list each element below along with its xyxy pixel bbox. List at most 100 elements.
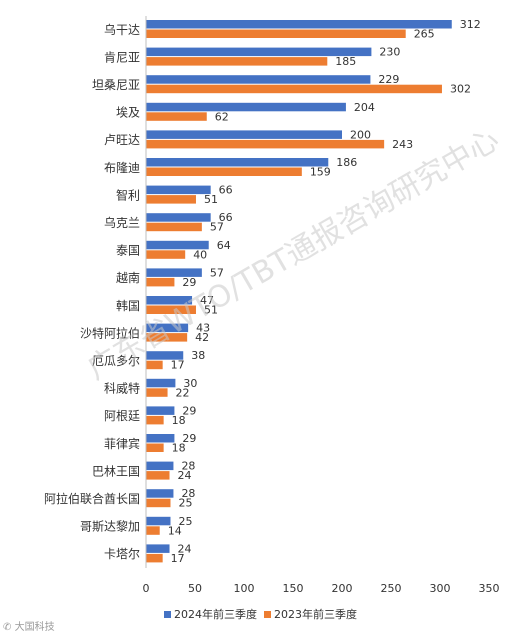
legend-label-2023: 2023年前三季度 <box>274 607 357 621</box>
value-labels-layer: 3122652301852293022046220024318615966516… <box>168 18 481 565</box>
value-label: 24 <box>178 469 192 482</box>
value-label: 42 <box>195 331 209 344</box>
value-label: 57 <box>210 266 224 279</box>
bar-2024 <box>146 296 193 305</box>
bar-2023 <box>146 195 196 204</box>
category-label: 乌克兰 <box>104 215 140 230</box>
category-label: 智利 <box>116 187 140 202</box>
value-label: 47 <box>200 294 214 307</box>
value-label: 51 <box>204 193 218 206</box>
value-label: 25 <box>179 497 193 510</box>
bar-2024 <box>146 102 346 112</box>
category-labels-layer: 乌干达肯尼亚坦桑尼亚埃及卢旺达布隆迪智利乌克兰泰国越南韩国沙特阿拉伯厄瓜多尔科威… <box>44 22 140 561</box>
value-label: 40 <box>193 248 207 261</box>
bars-layer <box>146 20 452 563</box>
legend-swatch-2024 <box>164 611 171 618</box>
bar-2024 <box>146 158 329 167</box>
bar-2024 <box>146 130 342 139</box>
legend-label-2024: 2024年前三季度 <box>174 607 257 621</box>
bar-2024 <box>146 378 176 388</box>
value-label: 204 <box>354 101 375 114</box>
value-label: 14 <box>168 524 182 537</box>
value-label: 302 <box>450 83 471 96</box>
bar-2023 <box>146 167 302 176</box>
bar-2023 <box>146 360 163 370</box>
bar-2024 <box>146 434 175 443</box>
value-label: 51 <box>204 304 218 317</box>
x-tick-label: 350 <box>479 582 500 595</box>
bar-2023 <box>146 250 186 259</box>
value-label: 43 <box>196 322 210 335</box>
category-label: 巴林王国 <box>92 464 140 478</box>
category-label: 泰国 <box>116 244 140 258</box>
bar-2024 <box>146 516 171 526</box>
value-label: 29 <box>182 432 196 445</box>
bar-2024 <box>146 461 174 471</box>
value-label: 64 <box>217 239 231 252</box>
category-label: 菲律宾 <box>104 436 140 451</box>
bar-2023 <box>146 139 385 149</box>
x-tick-label: 0 <box>143 582 150 595</box>
bar-2024 <box>146 323 189 333</box>
value-label: 29 <box>182 404 196 417</box>
category-label: 卡塔尔 <box>104 546 140 561</box>
wechat-mark-text: 大国科技 <box>14 622 55 633</box>
value-label: 28 <box>181 487 195 500</box>
legend: 2024年前三季度 2023年前三季度 <box>164 607 357 621</box>
value-label: 159 <box>310 166 331 179</box>
category-label: 埃及 <box>116 106 140 120</box>
value-label: 185 <box>335 55 356 68</box>
value-label: 66 <box>219 184 233 197</box>
category-label: 阿拉伯联合酋长国 <box>44 491 140 506</box>
category-label: 乌干达 <box>104 22 140 37</box>
x-tick-label: 300 <box>430 582 451 595</box>
bar-2023 <box>146 277 175 287</box>
value-label: 312 <box>460 18 481 31</box>
category-label: 越南 <box>116 270 140 285</box>
value-label: 265 <box>414 28 435 41</box>
value-label: 29 <box>182 276 196 289</box>
value-label: 186 <box>336 156 357 169</box>
wechat-icon: ✆ <box>3 622 12 633</box>
x-tick-label: 100 <box>234 582 255 595</box>
value-label: 57 <box>210 221 224 234</box>
category-label: 阿根廷 <box>104 409 140 423</box>
bar-2023 <box>146 57 328 66</box>
bar-2024 <box>146 406 175 415</box>
bar-2024 <box>146 185 211 195</box>
bar-2023 <box>146 553 163 563</box>
value-label: 24 <box>178 542 192 555</box>
category-label: 哥斯达黎加 <box>80 520 140 534</box>
bar-2024 <box>146 544 170 553</box>
bar-2024 <box>146 351 184 360</box>
value-label: 230 <box>379 46 400 59</box>
bar-2023 <box>146 29 406 38</box>
value-label: 18 <box>172 442 186 455</box>
legend-swatch-2023 <box>264 611 271 618</box>
category-label: 科威特 <box>104 381 140 396</box>
value-label: 200 <box>350 128 371 141</box>
value-label: 25 <box>179 515 193 528</box>
bar-2023 <box>146 526 160 535</box>
bar-2023 <box>146 471 170 480</box>
bar-2024 <box>146 20 452 29</box>
value-label: 66 <box>219 211 233 224</box>
bar-2023 <box>146 333 188 342</box>
value-label: 62 <box>215 110 229 123</box>
x-tick-label: 150 <box>283 582 304 595</box>
category-label: 布隆迪 <box>104 160 140 175</box>
value-label: 229 <box>378 73 399 86</box>
bar-2024 <box>146 213 211 222</box>
value-label: 22 <box>176 386 190 399</box>
bar-2024 <box>146 489 174 498</box>
x-axis-ticks: 0 50 100 150 200 250 300 350 <box>143 582 500 595</box>
x-tick-label: 50 <box>188 582 202 595</box>
bar-2024 <box>146 268 202 277</box>
category-label: 肯尼亚 <box>104 50 140 64</box>
x-tick-label: 250 <box>381 582 402 595</box>
bar-2024 <box>146 75 371 84</box>
wechat-watermark: ✆ 大国科技 <box>3 618 55 633</box>
category-label: 坦桑尼亚 <box>92 78 140 92</box>
value-label: 243 <box>392 138 413 151</box>
category-label: 韩国 <box>116 298 140 313</box>
